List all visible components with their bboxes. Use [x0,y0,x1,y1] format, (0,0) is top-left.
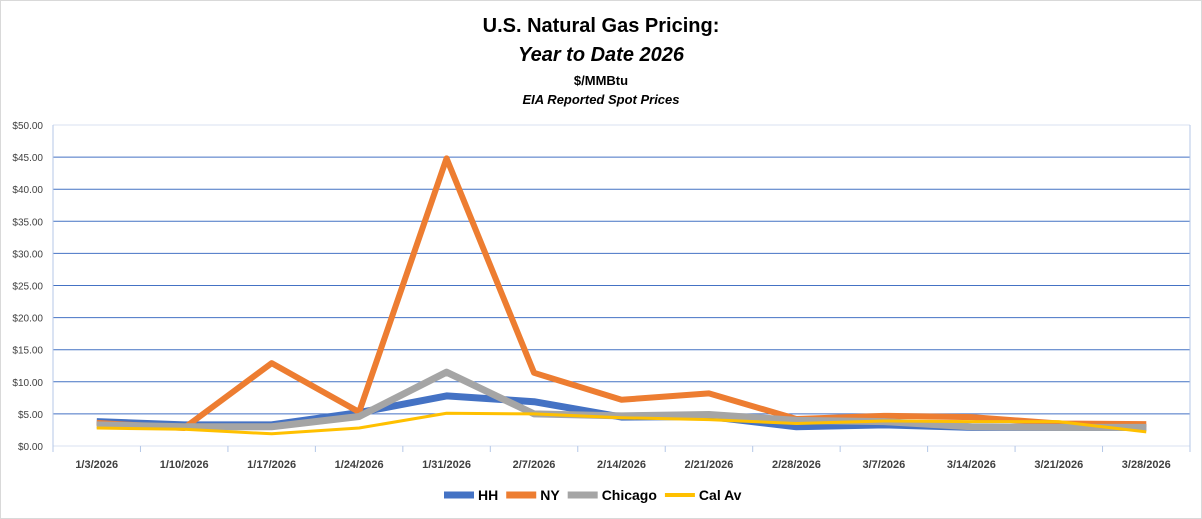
x-tick-label: 3/14/2026 [947,459,996,471]
y-tick-label: $0.00 [18,442,43,453]
x-tick-label: 2/14/2026 [597,459,646,471]
y-tick-label: $10.00 [12,378,43,389]
x-tick-label: 1/24/2026 [335,459,384,471]
chart-units: $/MMBtu [573,73,629,88]
chart-subtitle: Year to Date 2026 [517,44,684,66]
x-tick-label: 2/21/2026 [684,459,733,471]
y-tick-label: $40.00 [12,185,43,196]
legend-label-chicago: Chicago [602,487,657,503]
y-tick-label: $20.00 [12,314,43,325]
y-tick-label: $35.00 [12,217,43,228]
x-tick-label: 1/3/2026 [75,459,118,471]
y-tick-label: $25.00 [12,282,43,293]
x-tick-label: 1/10/2026 [160,459,209,471]
chart-source: EIA Reported Spot Prices [522,92,680,107]
x-tick-label: 2/28/2026 [772,459,821,471]
x-tick-label: 2/7/2026 [513,459,556,471]
x-tick-label: 3/28/2026 [1122,459,1171,471]
legend-label-hh: HH [478,487,498,503]
y-tick-label: $50.00 [12,121,43,132]
x-tick-label: 3/7/2026 [862,459,905,471]
chart-title: U.S. Natural Gas Pricing: [482,15,720,37]
y-tick-label: $15.00 [12,346,43,357]
series-line-ny [96,155,1147,432]
x-tick-label: 1/17/2026 [247,459,296,471]
y-tick-label: $45.00 [12,153,43,164]
y-tick-label: $30.00 [12,249,43,260]
series-line-cal-av [96,411,1147,436]
x-tick-label: 3/21/2026 [1034,459,1083,471]
y-tick-label: $5.00 [18,410,43,421]
legend-label-cal-av: Cal Av [699,487,742,503]
series-line-chicago [96,368,1147,431]
legend-label-ny: NY [540,487,560,503]
x-tick-label: 1/31/2026 [422,459,471,471]
